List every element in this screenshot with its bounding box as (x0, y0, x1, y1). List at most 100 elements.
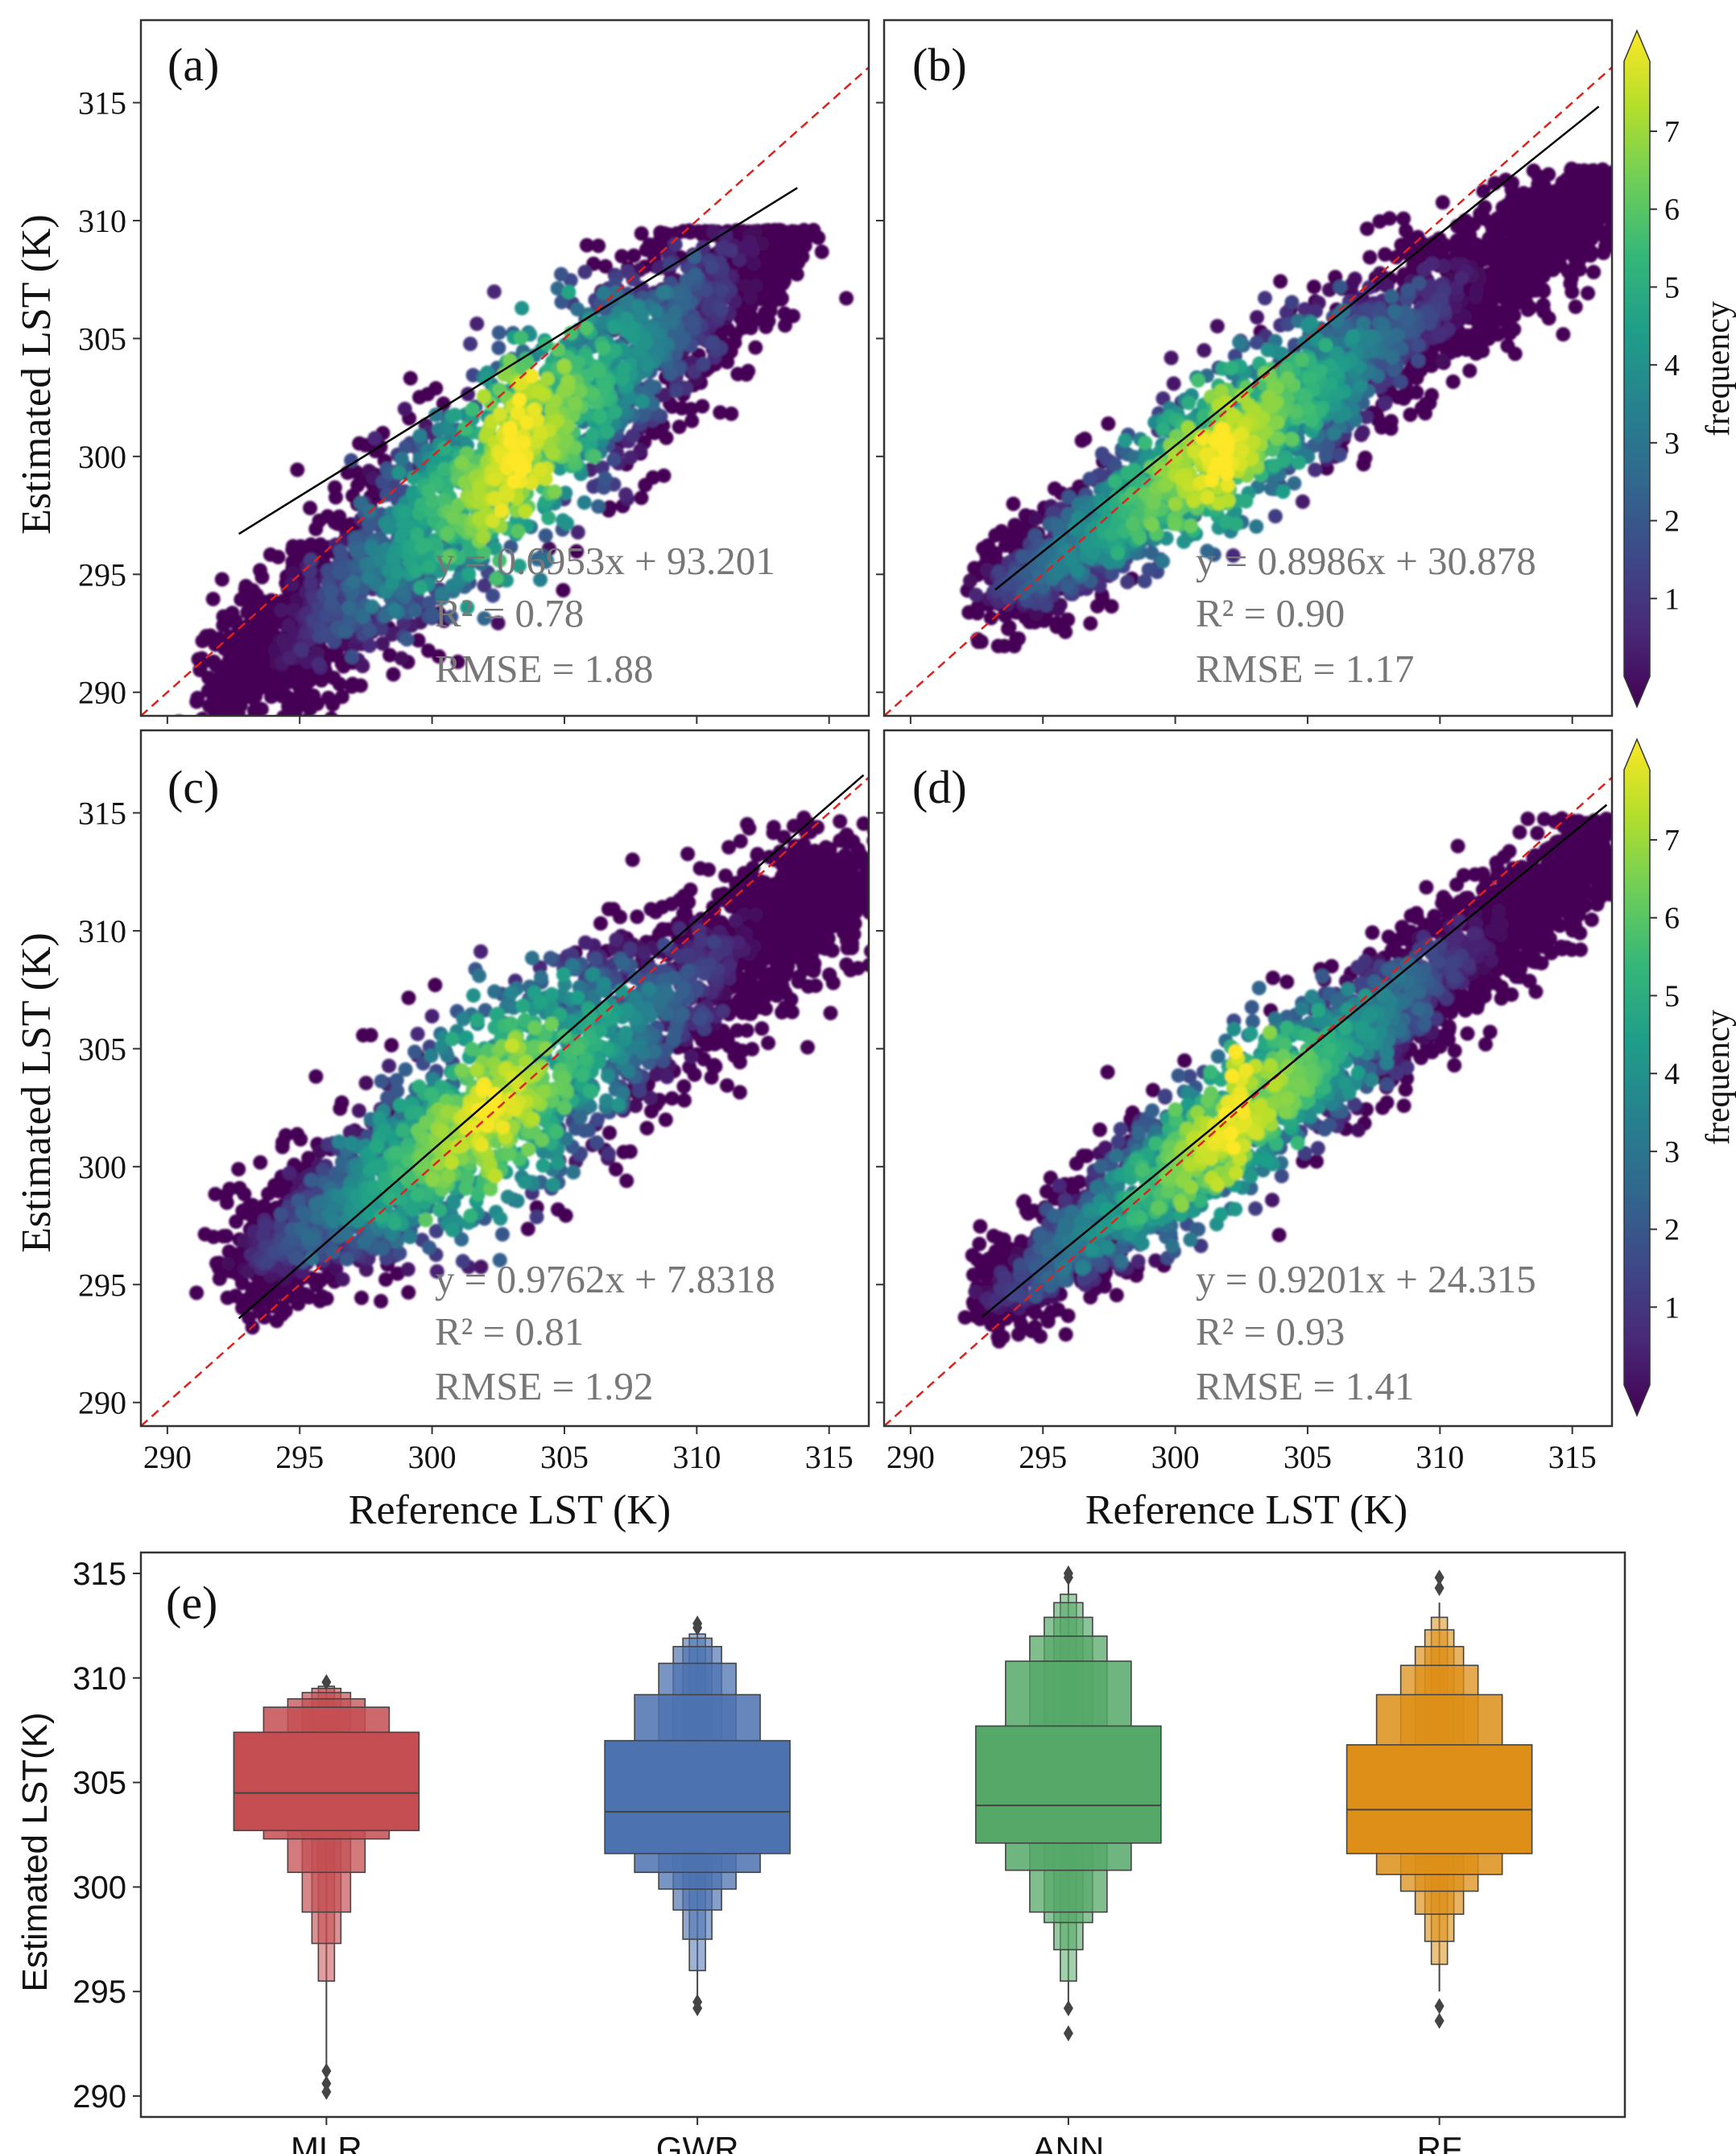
data-point (738, 279, 753, 293)
data-point (516, 435, 531, 450)
data-point (1120, 574, 1135, 589)
data-point (1318, 337, 1333, 353)
data-point (311, 656, 326, 672)
data-point (1002, 619, 1017, 635)
data-point (1523, 239, 1538, 254)
data-point (236, 630, 251, 646)
data-point (1308, 462, 1323, 478)
data-point (205, 591, 221, 606)
data-point (284, 577, 299, 592)
data-point (1125, 486, 1140, 502)
data-point (341, 600, 356, 615)
data-point (741, 239, 756, 254)
data-point (465, 402, 480, 417)
data-point (1155, 554, 1171, 568)
data-point (352, 436, 367, 451)
data-point (511, 558, 527, 573)
data-point (318, 626, 333, 642)
data-point (706, 224, 721, 239)
data-point (1596, 227, 1611, 242)
data-point (394, 651, 409, 666)
data-point (320, 563, 336, 578)
data-point (1304, 315, 1319, 330)
data-point (1015, 549, 1031, 564)
data-point (592, 409, 607, 424)
data-point (1302, 370, 1317, 385)
identity-line (141, 66, 869, 716)
data-point (289, 691, 304, 706)
data-point (229, 685, 244, 701)
data-point (345, 649, 360, 664)
data-point (270, 743, 284, 758)
data-point (228, 697, 243, 713)
data-point (236, 726, 250, 740)
data-point (364, 541, 379, 556)
data-point (969, 587, 984, 602)
data-point (775, 291, 789, 306)
data-point (403, 370, 418, 386)
data-point (618, 295, 634, 310)
data-point (237, 726, 251, 740)
data-point (445, 510, 461, 524)
data-point (425, 607, 440, 622)
data-point (1534, 246, 1549, 262)
data-point (281, 618, 296, 633)
data-point (670, 287, 685, 301)
data-point (591, 238, 606, 254)
regression-line (238, 187, 798, 535)
data-point (209, 734, 224, 748)
data-point (1512, 205, 1527, 221)
data-point (1502, 325, 1518, 341)
data-point (382, 647, 398, 663)
data-point (1403, 407, 1418, 422)
data-point (606, 320, 622, 335)
data-point (548, 394, 563, 409)
data-point (205, 716, 219, 730)
data-point (1449, 233, 1465, 248)
data-point (304, 576, 318, 591)
data-point (487, 490, 502, 506)
data-point (1550, 202, 1565, 217)
data-point (1322, 376, 1337, 391)
data-point (477, 545, 491, 560)
data-point (408, 563, 424, 578)
data-point (1462, 363, 1478, 378)
data-point (209, 658, 224, 673)
data-point (531, 384, 546, 399)
data-point (1045, 506, 1060, 521)
data-point (714, 283, 730, 298)
data-point (1101, 416, 1116, 432)
data-point (1411, 353, 1426, 368)
data-point (512, 377, 527, 392)
data-point (1051, 602, 1065, 617)
data-point (1267, 458, 1282, 473)
data-point (606, 452, 622, 467)
data-point (422, 595, 436, 610)
data-point (570, 302, 585, 316)
data-point (1556, 327, 1571, 342)
data-point (1359, 221, 1374, 237)
data-point (308, 521, 324, 536)
data-point (224, 610, 239, 625)
data-point (638, 478, 653, 493)
data-point (1454, 271, 1469, 286)
data-point (502, 435, 518, 450)
data-point (460, 600, 475, 615)
data-point (487, 540, 502, 556)
data-point (1608, 182, 1612, 195)
data-point (477, 578, 492, 593)
data-point (229, 641, 243, 656)
data-point (421, 559, 436, 574)
data-point (1387, 304, 1402, 319)
data-point (397, 517, 412, 532)
data-point (1337, 406, 1353, 421)
data-point (1393, 374, 1408, 390)
data-point (1258, 291, 1272, 306)
data-point (1435, 353, 1450, 368)
data-point (362, 623, 378, 639)
data-point (476, 529, 491, 544)
data-point (1511, 294, 1527, 309)
data-point (1329, 313, 1344, 329)
data-point (1568, 300, 1583, 314)
